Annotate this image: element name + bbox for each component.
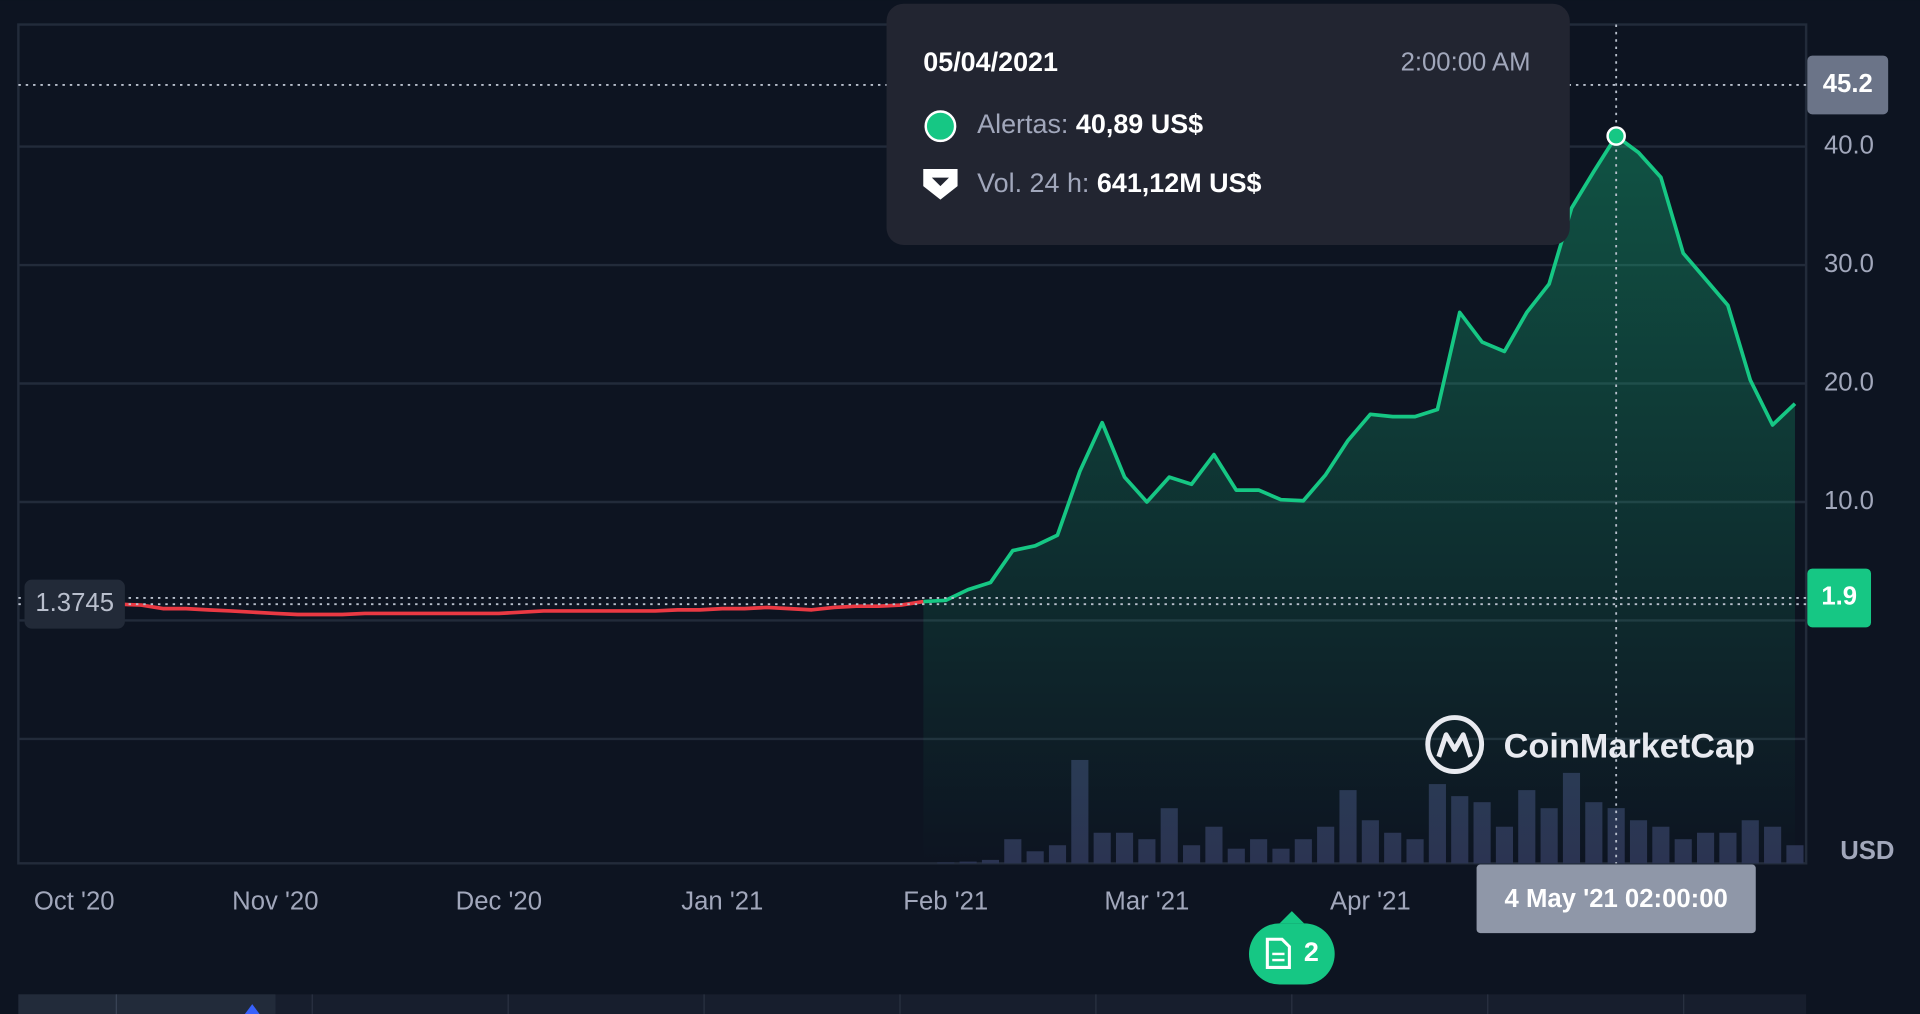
- x-tick-label: Mar '21: [1104, 887, 1189, 915]
- tooltip-date: 05/04/2021: [923, 47, 1058, 77]
- notes-badge[interactable]: 2: [1248, 911, 1335, 985]
- last-label: 1.9: [1821, 583, 1857, 611]
- tooltip-volume: 641,12M US$: [1097, 168, 1262, 198]
- crosshair-label-box: [1476, 864, 1756, 934]
- tooltip-box: [886, 3, 1570, 245]
- price-line: [118, 599, 924, 617]
- crosshair-point: [1606, 126, 1626, 146]
- tooltip-price: 40,89 US$: [1076, 109, 1203, 139]
- y-tick-label: 20.0: [1824, 368, 1874, 396]
- y-tick-label: 10.0: [1824, 487, 1874, 515]
- x-tick-label: Dec '20: [456, 887, 542, 915]
- price-dot-icon: [924, 110, 957, 143]
- tooltip-volume-label: Vol. 24 h:: [977, 168, 1089, 198]
- baseline-label-box: [24, 579, 125, 629]
- high-label-box: [1807, 55, 1889, 115]
- tooltip-time: 2:00:00 AM: [1401, 49, 1531, 77]
- x-tick-label: Jan '21: [681, 887, 763, 915]
- y-tick-label: 30.0: [1824, 250, 1874, 278]
- tooltip: 05/04/2021 2:00:00 AM Alertas: 40,89 US$…: [886, 3, 1570, 245]
- x-tick-label: Oct '20: [34, 887, 115, 915]
- tooltip-price-row: Alertas: 40,89 US$: [977, 109, 1203, 139]
- notes-count[interactable]: 2: [1304, 937, 1319, 967]
- last-label-box: [1807, 568, 1872, 628]
- x-tick-label: Apr '21: [1330, 887, 1411, 915]
- y-tick-label: 40.0: [1824, 131, 1874, 159]
- baseline-label: 1.3745: [35, 589, 114, 617]
- currency-label: USD: [1840, 837, 1894, 865]
- high-label: 45.2: [1823, 70, 1873, 98]
- watermark-text: CoinMarketCap: [1504, 727, 1755, 765]
- tooltip-volume-row: Vol. 24 h: 641,12M US$: [977, 168, 1261, 198]
- x-tick-label: Feb '21: [903, 887, 988, 915]
- price-area: [923, 135, 1795, 864]
- price-line: [923, 134, 1797, 604]
- tooltip-price-label: Alertas:: [977, 109, 1068, 139]
- navigator: [18, 994, 1807, 1014]
- watermark: CoinMarketCap: [1425, 715, 1755, 774]
- crosshair-label: 4 May '21 02:00:00: [1505, 885, 1728, 913]
- x-tick-label: Nov '20: [232, 887, 318, 915]
- volume-icon-inner: [931, 177, 949, 187]
